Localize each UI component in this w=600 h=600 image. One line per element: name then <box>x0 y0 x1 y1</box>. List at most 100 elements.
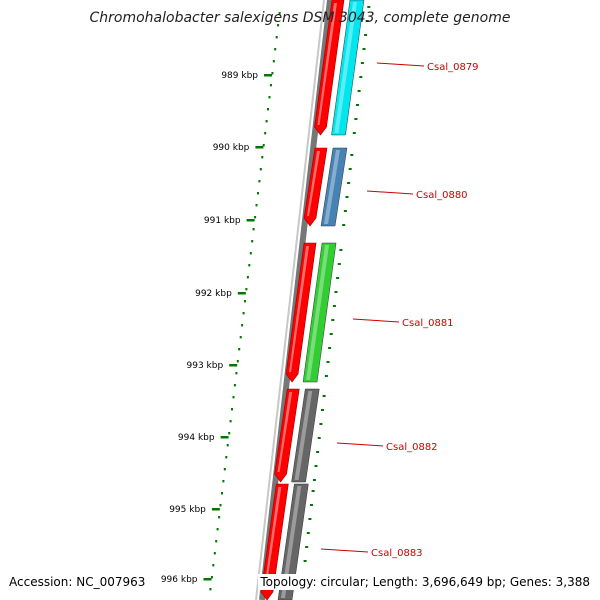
ruler-dot <box>267 108 269 111</box>
gene-tick <box>343 210 347 212</box>
ruler-dot <box>241 324 244 327</box>
gene-tick <box>339 249 343 251</box>
feature-layer <box>260 0 371 600</box>
ruler-dot <box>265 120 268 123</box>
ruler-label: 994 kbp <box>178 433 215 443</box>
gene-label-leader <box>320 548 369 553</box>
ruler-dots <box>209 12 281 591</box>
gene-label-leader <box>376 62 425 67</box>
ruler-dot <box>223 468 226 471</box>
ruler-tick <box>203 578 212 581</box>
cds-arrow-highlight <box>317 3 337 125</box>
ruler-dot <box>245 288 248 291</box>
ruler-dot <box>231 408 233 411</box>
cds-arrow-highlight <box>277 392 293 472</box>
ruler-dot <box>232 396 235 399</box>
gene-tick <box>360 62 364 64</box>
gene-bar <box>320 147 348 227</box>
gene-tick <box>322 395 326 397</box>
gene-bar <box>331 0 365 136</box>
backbone-line-inner <box>255 0 325 600</box>
ruler-dot <box>228 432 231 435</box>
label-layer: Csal_0879 Csal_0880 Csal_0881 Csal_0882 Csal… <box>320 62 479 559</box>
gene-bar <box>277 483 309 600</box>
gene-bar <box>302 242 337 383</box>
gene-tick <box>336 277 340 279</box>
gene-label[interactable]: Csal_0882 <box>386 442 438 453</box>
ruler-dot <box>212 564 215 567</box>
ruler-dot <box>226 444 229 447</box>
gene-tick <box>342 224 346 226</box>
ruler-dot <box>222 480 225 483</box>
ruler-dot <box>216 528 219 531</box>
ruler-dot <box>261 156 264 159</box>
ruler-tick <box>264 74 272 77</box>
ruler-dot <box>225 456 228 459</box>
ruler-label: 996 kbp <box>161 575 198 585</box>
ruler-label: 990 kbp <box>213 143 250 153</box>
gene-label[interactable]: Csal_0881 <box>402 318 454 329</box>
ruler-dot <box>236 360 239 363</box>
ruler-dot <box>255 204 258 207</box>
gene-label[interactable]: Csal_0880 <box>416 190 468 201</box>
cds-arrow-highlight <box>289 246 310 372</box>
ruler-dot <box>233 384 236 387</box>
gene-tick <box>316 451 320 453</box>
gene-tick <box>328 347 332 349</box>
ruler-dot <box>235 372 238 375</box>
ruler-label: 995 kbp <box>169 505 206 515</box>
ruler-label: 992 kbp <box>195 289 232 299</box>
gene-tick <box>305 546 309 548</box>
ruler-dot <box>268 96 271 99</box>
topology-text: Topology: circular; Length: 3,696,649 bp… <box>258 574 592 590</box>
gene-tick <box>348 168 352 170</box>
ruler-dot <box>239 336 242 339</box>
cds-arrow-highlight <box>264 487 282 590</box>
ruler-dot <box>272 60 275 63</box>
gene-label-leader <box>352 318 400 323</box>
gene-tick <box>350 154 354 156</box>
gene-tick <box>306 532 310 534</box>
ruler-dot <box>278 12 281 15</box>
ruler-dot <box>249 252 252 255</box>
ruler-tick <box>211 508 220 511</box>
ruler-dot <box>275 36 278 39</box>
ruler-dot <box>218 516 221 519</box>
gene-bar-highlight <box>324 150 340 224</box>
ruler-dot <box>274 48 277 51</box>
ruler-dot <box>264 132 267 135</box>
gene-tick <box>352 132 356 134</box>
gene-tick <box>362 48 366 50</box>
gene-label[interactable]: Csal_0883 <box>371 548 423 559</box>
ruler-dot <box>242 312 245 315</box>
gene-tick <box>357 90 361 92</box>
ruler-tick <box>220 436 229 439</box>
ruler-dot <box>248 264 251 267</box>
gene-bar <box>291 388 320 483</box>
gene-bar-highlight <box>294 391 313 480</box>
ruler-dot <box>258 180 261 183</box>
ruler-ticks: 989 kbp 990 kbp 991 kbp 992 kbp 993 kbp 994 k… <box>161 71 272 585</box>
ruler-dot <box>244 300 246 303</box>
ruler-label: 993 kbp <box>187 361 224 371</box>
ruler-dot <box>269 84 272 87</box>
gene-tick <box>326 361 330 363</box>
gene-tick <box>310 504 313 506</box>
ruler-dot <box>219 504 222 507</box>
gene-tick <box>311 490 315 492</box>
gene-tick <box>331 319 335 321</box>
ruler-dot <box>209 588 212 591</box>
ruler-tick <box>246 219 255 222</box>
map-title: Chromohalobacter salexigens DSM 3043, co… <box>89 10 511 26</box>
gene-label[interactable]: Csal_0879 <box>427 62 479 73</box>
ruler-dot <box>262 144 265 147</box>
ruler-dot <box>259 168 262 171</box>
gene-bar-highlight <box>334 2 357 133</box>
gene-label-leader <box>366 190 414 195</box>
ruler-tick <box>255 146 264 149</box>
ruler-dot <box>254 216 257 219</box>
gene-label-leader <box>336 442 384 447</box>
gene-tick <box>332 305 336 307</box>
ruler-dot <box>257 192 259 195</box>
